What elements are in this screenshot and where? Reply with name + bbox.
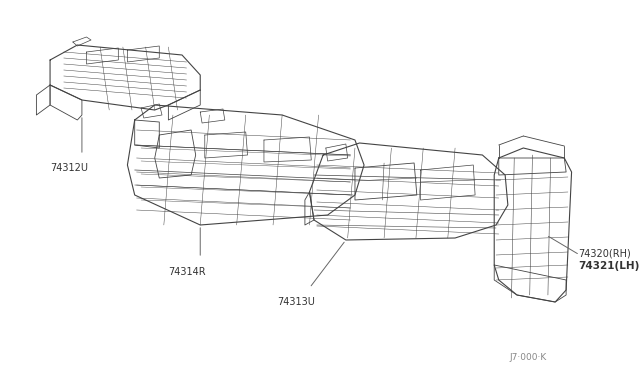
Text: 74313U: 74313U xyxy=(278,297,316,307)
Text: 74314R: 74314R xyxy=(168,267,206,277)
Text: J7·000·K: J7·000·K xyxy=(509,353,547,362)
Text: 74321(LH): 74321(LH) xyxy=(578,261,639,271)
Text: 74312U: 74312U xyxy=(50,163,88,173)
Text: 74320(RH): 74320(RH) xyxy=(578,248,630,258)
